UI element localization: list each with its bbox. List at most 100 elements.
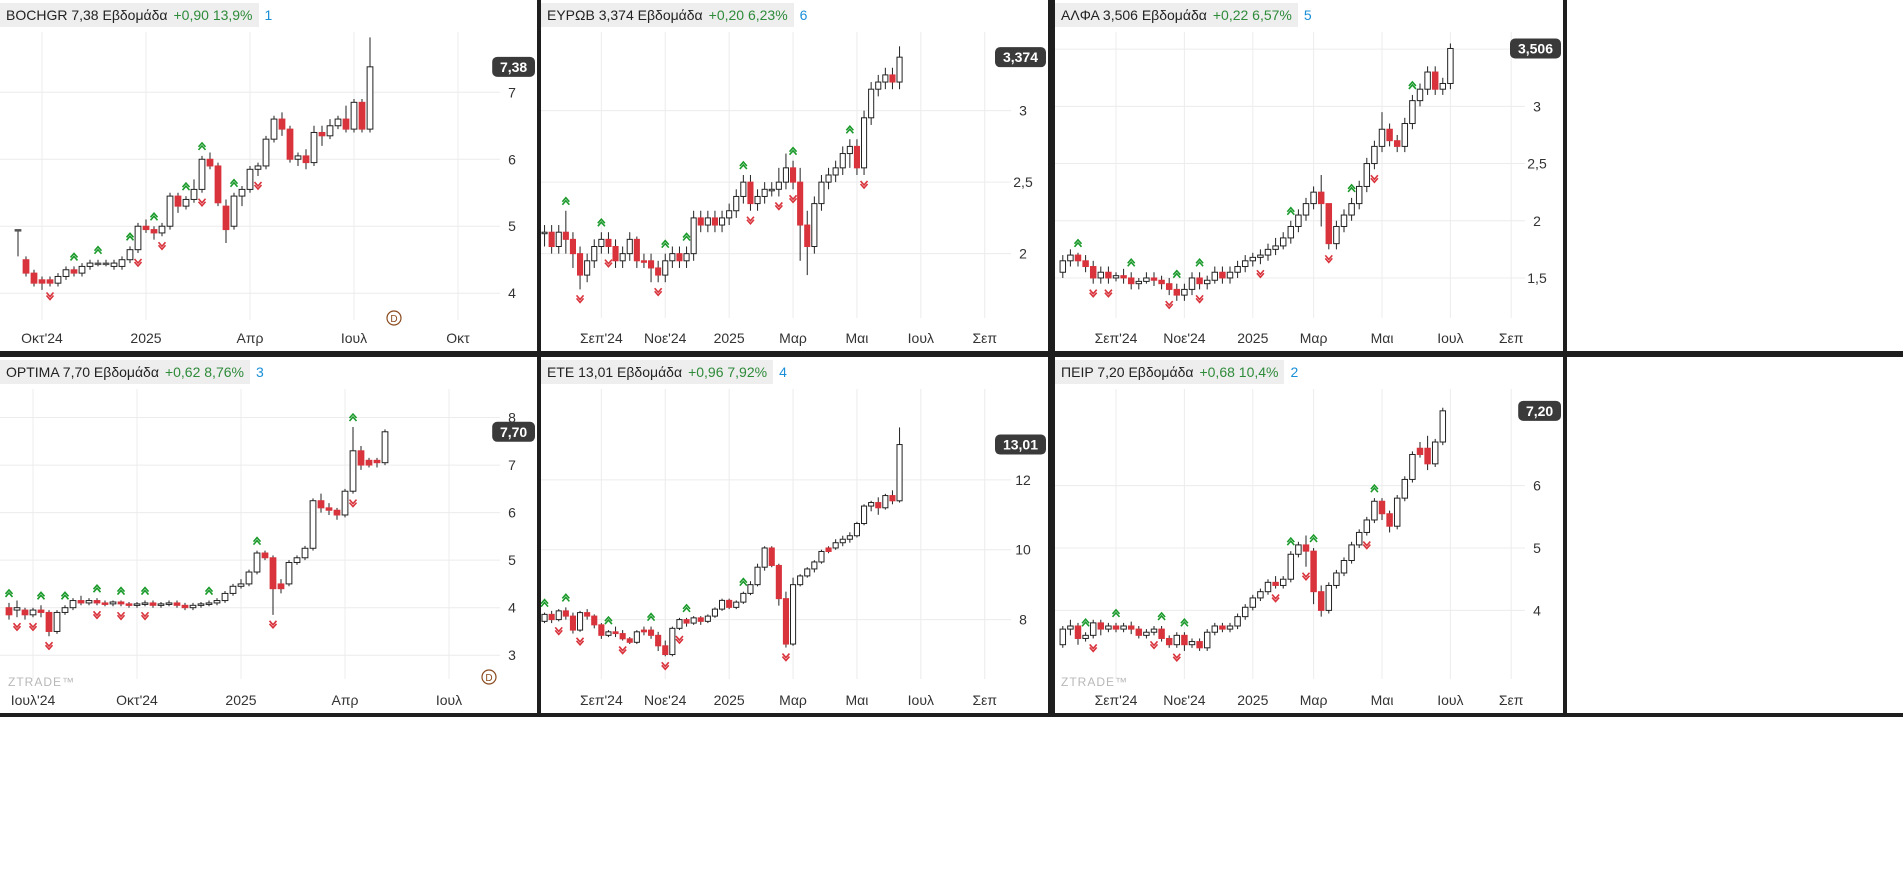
candle[interactable]: [775, 167, 782, 197]
candle[interactable]: [612, 626, 619, 638]
candle[interactable]: [1340, 557, 1348, 577]
candle[interactable]: [1287, 220, 1295, 244]
candle[interactable]: [1249, 594, 1257, 611]
candle[interactable]: [839, 146, 846, 175]
candle[interactable]: [373, 457, 381, 468]
candle[interactable]: [797, 167, 804, 261]
candle[interactable]: [1348, 541, 1355, 564]
candle[interactable]: [1089, 619, 1097, 639]
candle[interactable]: [1089, 260, 1097, 284]
candle[interactable]: [669, 246, 676, 268]
candle[interactable]: [317, 493, 325, 513]
candle[interactable]: [804, 567, 811, 578]
candle[interactable]: [1424, 66, 1431, 95]
candle[interactable]: [1378, 112, 1386, 153]
candle[interactable]: [662, 253, 669, 283]
candle[interactable]: [126, 246, 134, 264]
candle[interactable]: [278, 112, 286, 136]
candle[interactable]: [1401, 476, 1409, 502]
candle[interactable]: [69, 598, 77, 611]
candle[interactable]: [541, 612, 548, 624]
candle[interactable]: [1196, 638, 1203, 651]
candle[interactable]: [889, 490, 896, 505]
candle[interactable]: [633, 630, 640, 645]
candle[interactable]: [839, 535, 846, 547]
candle[interactable]: [704, 210, 711, 233]
candle[interactable]: [818, 549, 825, 564]
candle[interactable]: [640, 626, 648, 636]
candle[interactable]: [804, 210, 811, 276]
candle[interactable]: [761, 546, 768, 571]
candle[interactable]: [562, 210, 569, 254]
candle[interactable]: [293, 555, 301, 565]
candle[interactable]: [619, 630, 626, 641]
candle[interactable]: [1097, 266, 1105, 284]
candle[interactable]: [189, 602, 197, 611]
candle[interactable]: [789, 577, 797, 646]
candle[interactable]: [30, 269, 38, 287]
candle[interactable]: [853, 139, 861, 175]
candle[interactable]: [747, 175, 754, 211]
candle[interactable]: [62, 266, 70, 280]
candle[interactable]: [150, 226, 158, 240]
candle[interactable]: [1203, 629, 1211, 651]
candle[interactable]: [782, 153, 790, 190]
candle[interactable]: [165, 600, 173, 607]
candle[interactable]: [70, 266, 78, 277]
candle[interactable]: [1241, 604, 1249, 620]
candle[interactable]: [1371, 140, 1378, 170]
candle[interactable]: [825, 546, 832, 554]
candle[interactable]: [1097, 619, 1105, 636]
candle[interactable]: [875, 74, 882, 97]
candle[interactable]: [626, 232, 633, 261]
candle[interactable]: [1302, 535, 1310, 567]
candle[interactable]: [1067, 249, 1074, 267]
candle[interactable]: [342, 105, 350, 133]
candle[interactable]: [576, 610, 584, 632]
candle[interactable]: [868, 500, 875, 512]
candle[interactable]: [626, 637, 633, 645]
candle[interactable]: [1310, 186, 1317, 210]
candle[interactable]: [206, 152, 214, 170]
candle[interactable]: [21, 607, 29, 620]
candle[interactable]: [357, 446, 365, 470]
candle[interactable]: [117, 600, 125, 607]
candle[interactable]: [118, 256, 126, 270]
candle[interactable]: [285, 560, 293, 587]
candle[interactable]: [1272, 237, 1279, 256]
candle[interactable]: [142, 219, 150, 233]
candle[interactable]: [733, 600, 740, 610]
candle[interactable]: [690, 616, 697, 625]
candlestick-chart[interactable]: 4 5 6 Σεπ'24 Νοε'24 2025 Μαρ Μαι Ιουλ Σεπ 7,20: [1055, 357, 1563, 713]
candle[interactable]: [1120, 268, 1127, 284]
candle[interactable]: [1416, 83, 1424, 107]
chart-panel-peir[interactable]: ΠΕΙΡ 7,20 Εβδομάδα +0,68 10,4% 2 4 5 6 Σεπ'24…: [1055, 357, 1563, 713]
candle[interactable]: [1431, 66, 1439, 95]
candle[interactable]: [1393, 495, 1401, 530]
candlestick-chart[interactable]: 2 2,5 3 Σεπ'24 Νοε'24 2025 Μαρ Μαι Ιουλ Σεπ 3,374: [541, 0, 1048, 351]
candle[interactable]: [110, 259, 118, 270]
candle[interactable]: [662, 640, 669, 657]
candle[interactable]: [230, 192, 238, 230]
panel-index[interactable]: 3: [255, 364, 264, 380]
candle[interactable]: [726, 598, 733, 610]
candle[interactable]: [349, 427, 357, 494]
candle[interactable]: [711, 210, 719, 233]
candle[interactable]: [846, 532, 853, 543]
candle[interactable]: [1211, 266, 1219, 284]
candle[interactable]: [562, 607, 569, 620]
candle[interactable]: [605, 232, 612, 254]
candle[interactable]: [13, 600, 21, 618]
candle[interactable]: [133, 601, 141, 608]
candle[interactable]: [733, 189, 740, 218]
candle[interactable]: [102, 259, 110, 267]
chart-panel-ete[interactable]: ΕΤΕ 13,01 Εβδομάδα +0,96 7,92% 4 8 10 12 Σεπ'…: [541, 357, 1048, 713]
candle[interactable]: [166, 192, 174, 230]
panel-index[interactable]: 1: [264, 7, 273, 23]
candle[interactable]: [141, 600, 149, 607]
candle[interactable]: [1143, 629, 1150, 639]
candle[interactable]: [775, 563, 782, 606]
panel-index[interactable]: 4: [779, 364, 787, 380]
candle[interactable]: [85, 598, 93, 606]
candle[interactable]: [1127, 272, 1135, 290]
